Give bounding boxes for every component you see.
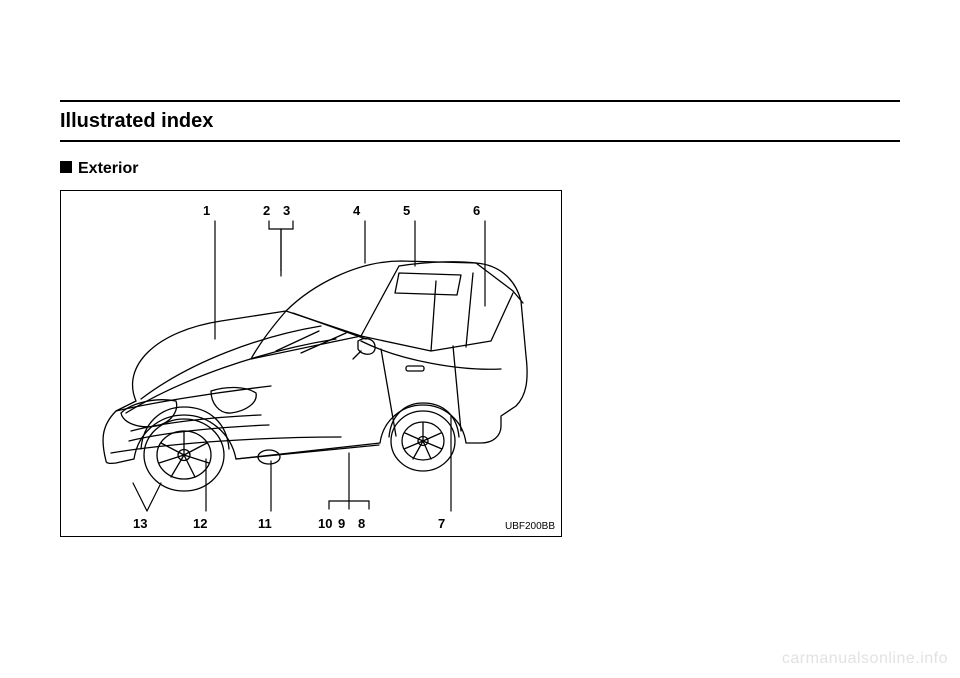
callout-2: 2 [263,203,270,218]
figure-code: UBF200BB [505,521,555,532]
callout-11: 11 [258,516,272,531]
callout-1: 1 [203,203,210,218]
callout-9: 9 [338,516,345,531]
page-root: Illustrated index Exterior [0,0,960,678]
page-title: Illustrated index [60,110,213,133]
callout-10: 10 [318,516,332,531]
car-diagram [61,191,561,536]
header-rule-bottom [60,140,900,142]
callout-13: 13 [133,516,147,531]
figure-frame: 12345613121110987 UBF200BB [60,190,562,537]
section-heading-text: Exterior [78,160,138,177]
callout-7: 7 [438,516,445,531]
heading-bullet-icon [60,161,72,173]
section-heading: Exterior [60,160,138,178]
header-rule-top [60,100,900,102]
watermark: carmanualsonline.info [782,650,948,668]
callout-8: 8 [358,516,365,531]
callout-6: 6 [473,203,480,218]
callout-5: 5 [403,203,410,218]
callout-3: 3 [283,203,290,218]
callout-4: 4 [353,203,360,218]
callout-12: 12 [193,516,207,531]
